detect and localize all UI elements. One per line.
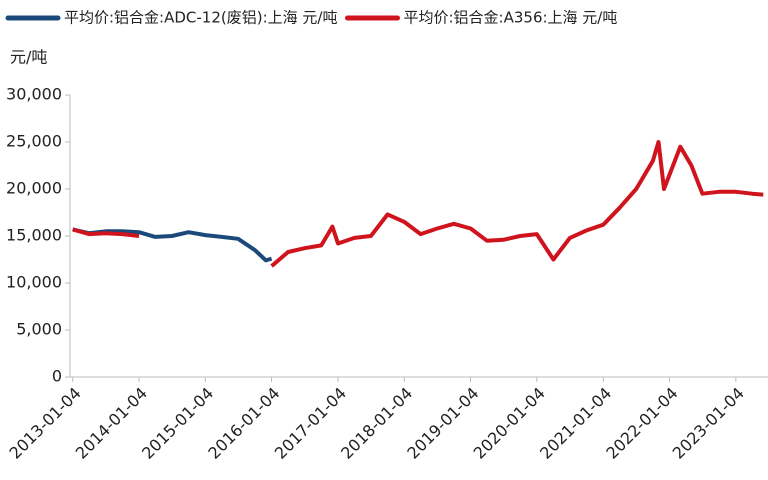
y-tick-label: 30,000 <box>6 85 62 104</box>
y-tick-label: 15,000 <box>6 226 62 245</box>
y-unit-label: 元/吨 <box>10 48 47 67</box>
y-tick-label: 20,000 <box>6 179 62 198</box>
y-tick-label: 5,000 <box>16 320 62 339</box>
legend-label: 平均价:铝合金:ADC-12(废铝):上海 元/吨 <box>64 9 337 27</box>
series-line <box>72 227 273 263</box>
y-tick-label: 10,000 <box>6 273 62 292</box>
x-tick-label: 2023-01-04 <box>669 384 748 463</box>
series-line <box>72 140 764 268</box>
legend-label: 平均价:铝合金:A356:上海 元/吨 <box>403 9 617 27</box>
y-tick-label: 25,000 <box>6 132 62 151</box>
y-tick-label: 0 <box>52 367 62 386</box>
